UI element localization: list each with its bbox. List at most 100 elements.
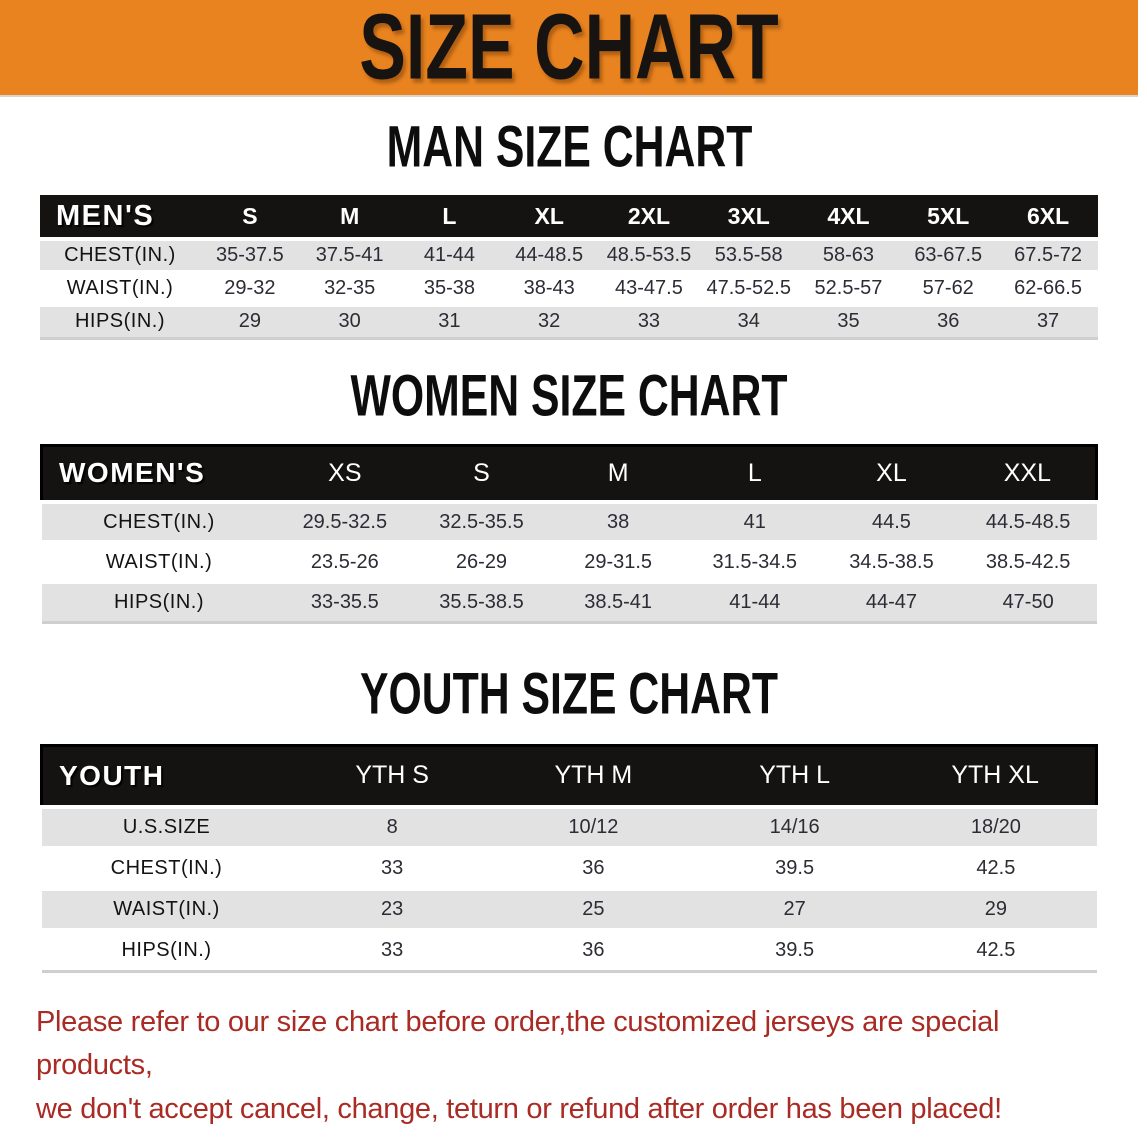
- size-chart-banner: SIZE CHART: [0, 0, 1138, 99]
- table-row: CHEST(IN.) 29.5-32.5 32.5-35.5 38 41 44.5 44.5…: [41, 502, 1097, 542]
- youth-heading-text: YOUTH SIZE CHART: [359, 659, 778, 726]
- size-value-cell: 36: [582, 857, 605, 879]
- row-label: CHEST(IN.): [103, 510, 215, 533]
- column-header-2xl: 2XL: [599, 195, 699, 239]
- size-value-cell: 27: [783, 898, 806, 920]
- size-value-cell: 23.5-26: [310, 550, 379, 573]
- size-value-cell: 44.5-48.5: [985, 510, 1071, 533]
- row-label: WAIST(IN.): [113, 898, 220, 920]
- size-value-cell: 36: [937, 310, 960, 333]
- size-value-cell: 38: [607, 510, 630, 533]
- size-value-cell: 52.5-57: [814, 277, 883, 299]
- youth-category-header: YOUTH: [40, 743, 292, 809]
- column-header-l: L: [399, 195, 500, 239]
- size-value-cell: 33-35.5: [310, 590, 379, 613]
- size-value-cell: 8: [386, 816, 398, 838]
- size-value-cell: 23: [381, 898, 404, 920]
- size-value-cell: 26-29: [455, 550, 508, 573]
- size-value-cell: 48.5-53.5: [606, 244, 692, 266]
- youth-table-body: U.S.SIZE 8 10/12 14/16 18/20 CHEST(IN.) 33 36 39…: [41, 807, 1097, 971]
- row-label: CHEST(IN.): [110, 857, 223, 879]
- size-value-cell: 44-48.5: [515, 244, 584, 266]
- size-value-cell: 34: [737, 310, 760, 333]
- youth-size-chart-heading: YOUTH SIZE CHART: [40, 660, 1098, 728]
- size-value-cell: 44.5: [871, 510, 911, 533]
- size-value-cell: 41-44: [729, 590, 781, 613]
- size-value-cell: 37: [1036, 310, 1060, 333]
- men-table-header: MEN'S S M L XL 2XL 3XL 4XL 5XL 6XL: [40, 195, 1098, 239]
- header-row: WOMEN'S XS S M L XL XXL: [40, 443, 1098, 504]
- row-label: HIPS(IN.): [121, 939, 212, 962]
- column-header-3xl: 3XL: [698, 195, 799, 239]
- table-row: HIPS(IN.) 33-35.5 35.5-38.5 38.5-41 41-44 44-…: [41, 582, 1097, 622]
- column-header-yth-xl: YTH XL: [895, 743, 1099, 809]
- table-row: WAIST(IN.) 29-32 32-35 35-38 38-43 43-47.5 47.…: [40, 272, 1098, 305]
- column-header-xl: XL: [823, 443, 960, 504]
- women-size-chart-heading: WOMEN SIZE CHART: [40, 362, 1098, 430]
- disclaimer: Please refer to our size chart before or…: [36, 1001, 1108, 1132]
- table-row: HIPS(IN.) 29 30 31 32 33 34 35 36 37: [40, 305, 1098, 338]
- section-men-size-chart: MAN SIZE CHART MEN'S S M L XL 2XL 3XL 4XL 5XL 6XL C…: [0, 113, 1138, 340]
- size-value-cell: 39.5: [775, 857, 815, 879]
- section-youth-size-chart: YOUTH SIZE CHART YOUTH YTH S YTH M YTH L YTH …: [0, 660, 1138, 973]
- men-size-chart-heading: MAN SIZE CHART: [40, 113, 1098, 181]
- row-label: CHEST(IN.): [64, 244, 176, 266]
- size-value-cell: 18/20: [970, 816, 1021, 838]
- table-row: CHEST(IN.) 35-37.5 37.5-41 41-44 44-48.5 48.5…: [40, 239, 1098, 272]
- size-value-cell: 44-47: [865, 590, 918, 613]
- column-header-m: M: [299, 195, 400, 239]
- disclaimer-line-1: Please refer to our size chart before or…: [36, 1005, 1000, 1082]
- size-value-cell: 31.5-34.5: [712, 550, 798, 573]
- table-row: WAIST(IN.) 23.5-26 26-29 29-31.5 31.5-34.5 34…: [41, 542, 1097, 582]
- size-value-cell: 10/12: [568, 816, 619, 838]
- size-value-cell: 53.5-58: [714, 244, 783, 266]
- size-value-cell: 36: [582, 939, 605, 962]
- header-row: YOUTH YTH S YTH M YTH L YTH XL: [40, 743, 1099, 809]
- size-value-cell: 38.5-41: [584, 590, 653, 613]
- column-header-6xl: 6XL: [998, 195, 1098, 239]
- row-label: HIPS(IN.): [74, 310, 166, 333]
- women-size-table: WOMEN'S XS S M L XL XXL CHEST(IN.) 29.5-32.5 32.5…: [40, 443, 1098, 624]
- size-tables-container: MAN SIZE CHART MEN'S S M L XL 2XL 3XL 4XL 5XL 6XL C…: [0, 113, 1138, 973]
- size-value-cell: 42.5: [976, 857, 1016, 879]
- size-value-cell: 35: [837, 310, 860, 333]
- column-header-5xl: 5XL: [898, 195, 999, 239]
- table-row: U.S.SIZE 8 10/12 14/16 18/20: [41, 807, 1097, 848]
- size-value-cell: 39.5: [775, 939, 815, 962]
- women-category-header: WOMEN'S: [40, 443, 277, 504]
- size-value-cell: 32.5-35.5: [439, 510, 524, 533]
- size-value-cell: 41-44: [423, 244, 475, 266]
- size-value-cell: 62-66.5: [1014, 277, 1082, 299]
- size-value-cell: 33: [637, 310, 661, 333]
- table-row: CHEST(IN.) 33 36 39.5 42.5: [41, 848, 1097, 889]
- column-header-l: L: [686, 443, 824, 504]
- size-value-cell: 57-62: [922, 277, 974, 299]
- column-header-yth-s: YTH S: [291, 743, 493, 809]
- size-value-cell: 25: [582, 898, 605, 920]
- size-value-cell: 29.5-32.5: [302, 510, 388, 533]
- column-header-xl: XL: [499, 195, 600, 239]
- youth-table-header: YOUTH YTH S YTH M YTH L YTH XL: [40, 743, 1099, 809]
- size-value-cell: 47-50: [1002, 590, 1054, 613]
- size-value-cell: 35.5-38.5: [439, 590, 524, 613]
- size-value-cell: 63-67.5: [914, 244, 983, 266]
- column-header-xxl: XXL: [959, 443, 1098, 504]
- women-heading-text: WOMEN SIZE CHART: [350, 361, 788, 428]
- column-header-m: M: [549, 443, 687, 504]
- size-value-cell: 14/16: [769, 816, 820, 838]
- size-value-cell: 43-47.5: [615, 277, 683, 299]
- table-row: WAIST(IN.) 23 25 27 29: [41, 889, 1097, 930]
- youth-size-table: YOUTH YTH S YTH M YTH L YTH XL U.S.SIZE 8 10/12…: [40, 743, 1099, 973]
- size-value-cell: 35-37.5: [215, 244, 284, 266]
- size-value-cell: 58-63: [822, 244, 875, 266]
- size-value-cell: 38-43: [523, 277, 575, 299]
- row-label: U.S.SIZE: [122, 816, 211, 838]
- men-size-table: MEN'S S M L XL 2XL 3XL 4XL 5XL 6XL CHEST(IN.) 35-37…: [40, 195, 1098, 340]
- row-label: WAIST(IN.): [66, 277, 174, 299]
- column-header-s: S: [413, 443, 550, 504]
- header-row: MEN'S S M L XL 2XL 3XL 4XL 5XL 6XL: [40, 195, 1098, 239]
- column-header-xs: XS: [276, 443, 414, 504]
- column-header-4xl: 4XL: [798, 195, 899, 239]
- men-category-header: MEN'S: [40, 195, 200, 239]
- size-value-cell: 29: [984, 898, 1007, 920]
